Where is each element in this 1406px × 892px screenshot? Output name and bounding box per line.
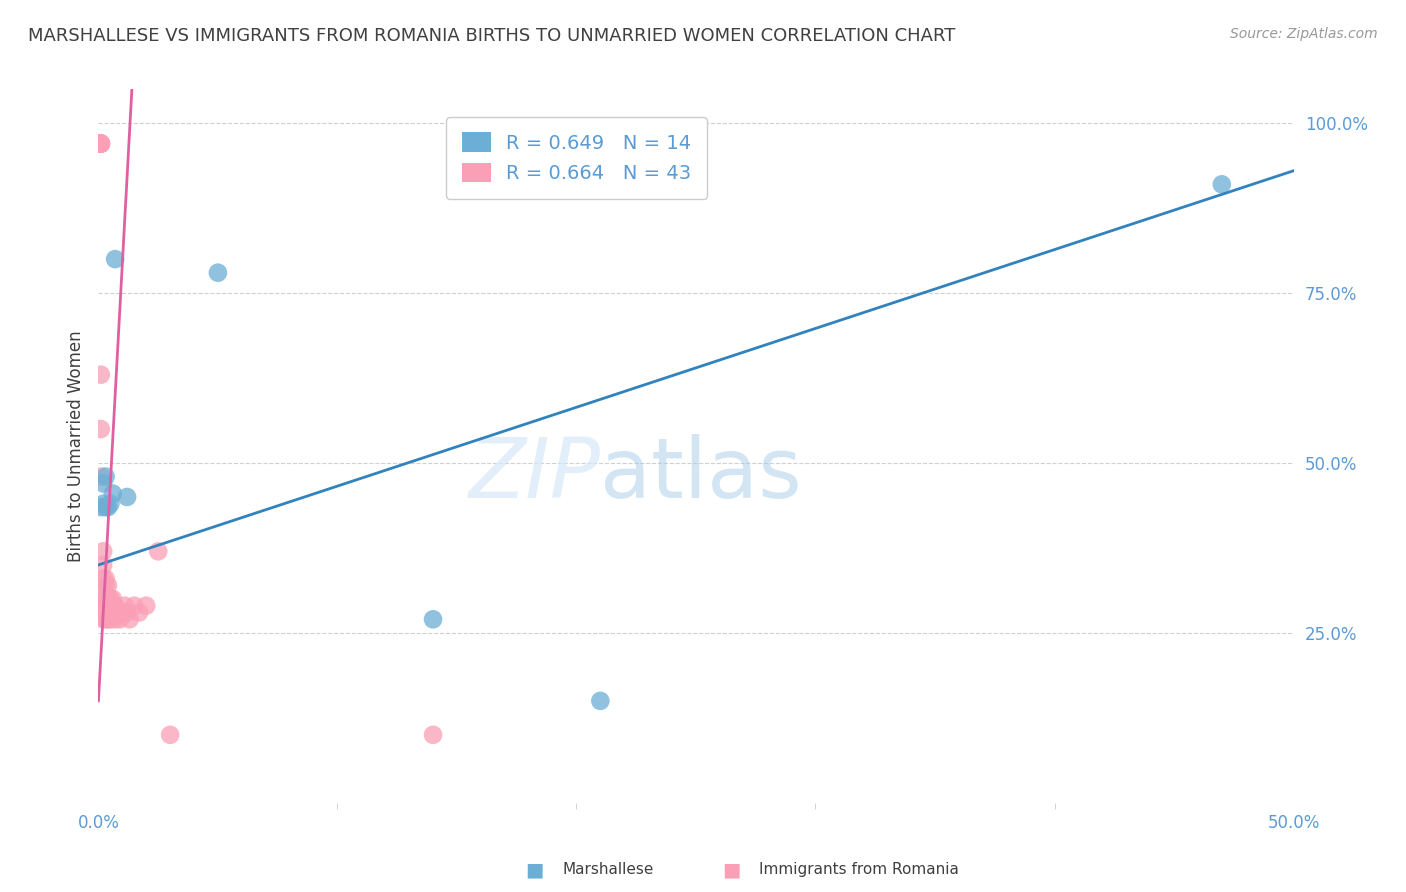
Point <box>114 599 136 613</box>
Point <box>422 612 444 626</box>
Point <box>159 728 181 742</box>
Point <box>97 578 120 592</box>
Point <box>101 591 124 606</box>
Point <box>94 599 117 613</box>
Point <box>101 606 124 620</box>
Text: atlas: atlas <box>600 434 801 515</box>
Point <box>97 500 120 515</box>
Legend: R = 0.649   N = 14, R = 0.664   N = 43: R = 0.649 N = 14, R = 0.664 N = 43 <box>446 117 707 199</box>
Point <box>98 497 122 511</box>
Point <box>115 606 138 620</box>
Point <box>91 606 114 620</box>
Point <box>422 728 444 742</box>
Point <box>107 606 129 620</box>
Text: ZIP: ZIP <box>468 434 600 515</box>
Point <box>97 591 120 606</box>
Point <box>115 490 138 504</box>
Point <box>101 486 124 500</box>
Point <box>91 572 114 586</box>
Text: Source: ZipAtlas.com: Source: ZipAtlas.com <box>1230 27 1378 41</box>
Point <box>118 612 141 626</box>
Point <box>91 497 114 511</box>
Point <box>94 572 117 586</box>
Point <box>90 500 112 515</box>
Point <box>90 136 112 151</box>
Point <box>90 469 112 483</box>
Point <box>91 612 114 626</box>
Point <box>90 136 112 151</box>
Point <box>104 252 127 266</box>
Point <box>90 422 112 436</box>
Point <box>91 544 114 558</box>
Point <box>108 612 131 626</box>
Point <box>90 136 112 151</box>
Point <box>90 136 112 151</box>
Point <box>94 578 117 592</box>
Point <box>104 599 127 613</box>
Point <box>128 606 150 620</box>
Text: ■: ■ <box>524 860 544 880</box>
Point <box>148 544 170 558</box>
Text: ■: ■ <box>721 860 741 880</box>
Point <box>90 368 112 382</box>
Point <box>94 469 117 483</box>
Point <box>97 612 120 626</box>
Point <box>90 136 112 151</box>
Point <box>111 606 134 620</box>
Point <box>98 591 122 606</box>
Point <box>207 266 229 280</box>
Y-axis label: Births to Unmarried Women: Births to Unmarried Women <box>66 330 84 562</box>
Point <box>91 585 114 599</box>
Point <box>135 599 157 613</box>
Text: MARSHALLESE VS IMMIGRANTS FROM ROMANIA BIRTHS TO UNMARRIED WOMEN CORRELATION CHA: MARSHALLESE VS IMMIGRANTS FROM ROMANIA B… <box>28 27 956 45</box>
Point <box>90 136 112 151</box>
Point <box>91 558 114 572</box>
Point <box>91 476 114 491</box>
Point <box>94 591 117 606</box>
Point <box>94 500 117 515</box>
Point <box>90 136 112 151</box>
Point <box>98 612 122 626</box>
Point <box>94 612 117 626</box>
Point <box>1211 178 1233 192</box>
Text: Marshallese: Marshallese <box>562 863 654 877</box>
Text: Immigrants from Romania: Immigrants from Romania <box>759 863 959 877</box>
Point <box>589 694 612 708</box>
Point <box>91 591 114 606</box>
Point <box>124 599 146 613</box>
Point <box>104 612 127 626</box>
